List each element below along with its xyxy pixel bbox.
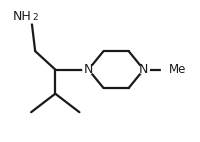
Text: 2: 2	[32, 13, 38, 22]
Circle shape	[161, 64, 175, 75]
Circle shape	[82, 66, 94, 74]
Text: N: N	[83, 63, 93, 76]
Text: NH: NH	[12, 10, 31, 23]
Circle shape	[24, 13, 38, 23]
Circle shape	[137, 66, 149, 74]
Text: N: N	[138, 63, 148, 76]
Text: Me: Me	[168, 63, 185, 76]
